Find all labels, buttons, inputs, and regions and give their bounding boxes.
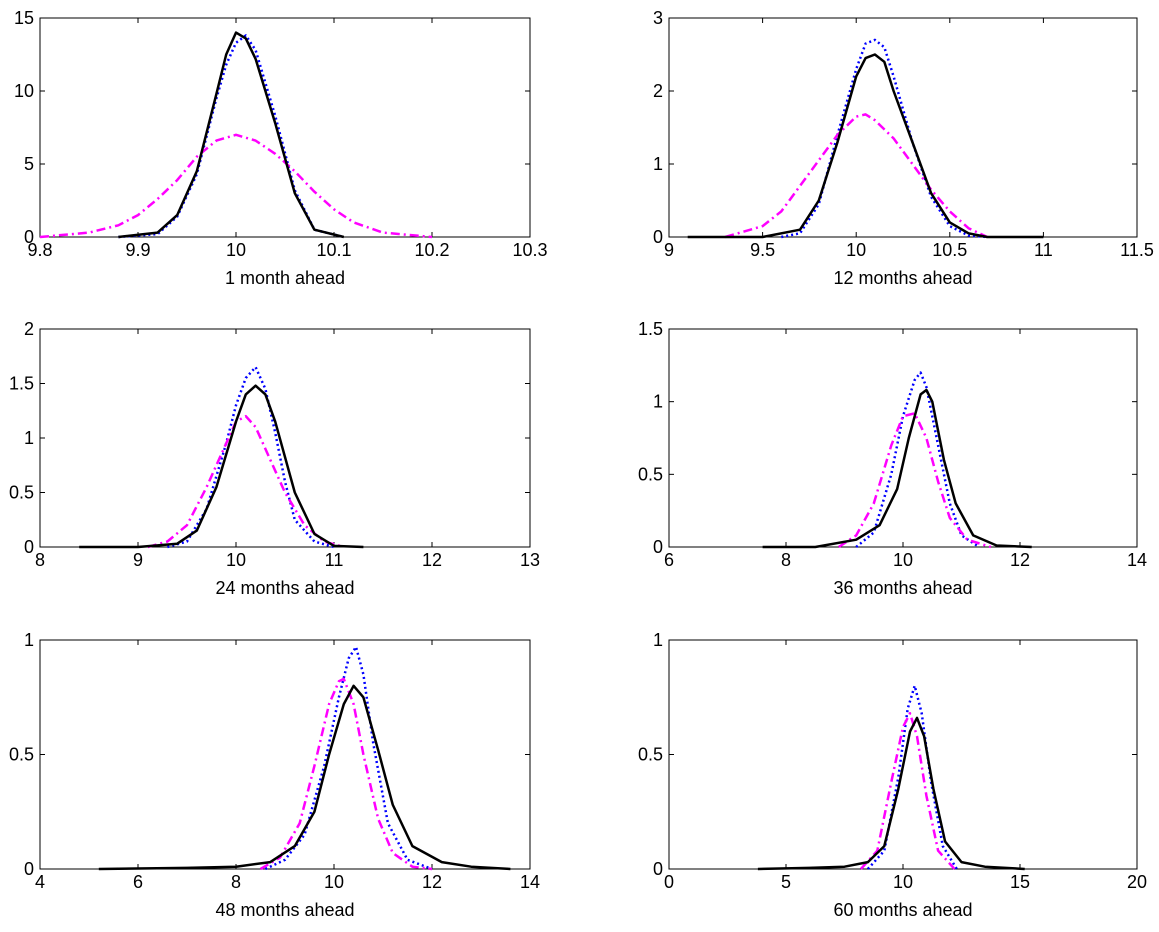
x-tick-label: 10 — [893, 872, 913, 892]
y-tick-label: 0 — [653, 227, 663, 247]
series-line-dashdot — [724, 113, 988, 239]
x-tick-label: 15 — [1010, 872, 1030, 892]
y-tick-label: 15 — [14, 8, 34, 28]
y-tick-label: 0.5 — [638, 745, 663, 765]
x-tick-label: 10 — [893, 550, 913, 570]
x-tick-label: 10.5 — [932, 240, 967, 260]
y-tick-label: 0 — [24, 227, 34, 247]
y-tick-label: 1.5 — [638, 319, 663, 339]
subplot-5: 4 6 8 10 12 14 0 0.5 1 48 months ahead — [9, 630, 540, 920]
x-tick-label: 11 — [1034, 240, 1053, 260]
axes-box — [39, 328, 531, 548]
x-axis-label: 36 months ahead — [833, 578, 972, 598]
x-tick-label: 6 — [664, 550, 674, 570]
series-line-dashdot — [859, 712, 956, 870]
y-tick-label: 0 — [653, 859, 663, 879]
series-line-solid — [118, 31, 345, 239]
x-tick-label: 12 — [422, 872, 442, 892]
x-tick-label: 8 — [35, 550, 45, 570]
x-axis-label: 12 months ahead — [833, 268, 972, 288]
series-line-solid — [762, 388, 1032, 549]
x-tick-label: 6 — [133, 872, 143, 892]
x-tick-label: 9.9 — [125, 240, 150, 260]
x-tick-label: 10 — [324, 872, 344, 892]
x-tick-label: 9 — [664, 240, 674, 260]
y-tick-label: 0.5 — [638, 464, 663, 484]
x-axis-label: 1 month ahead — [225, 268, 345, 288]
x-tick-label: 20 — [1127, 872, 1147, 892]
y-tick-label: 0 — [653, 537, 663, 557]
x-axis-label: 60 months ahead — [833, 900, 972, 920]
y-tick-label: 1 — [24, 630, 34, 650]
series-line-dotted — [264, 645, 433, 871]
y-tick-label: 10 — [14, 81, 34, 101]
axes-box — [39, 17, 531, 238]
series-line-dashdot — [39, 133, 433, 239]
y-tick-label: 3 — [653, 8, 663, 28]
series-line-dashdot — [147, 414, 345, 549]
x-tick-label: 8 — [231, 872, 241, 892]
y-tick-label: 1 — [24, 428, 34, 448]
x-tick-label: 0 — [664, 872, 674, 892]
axes-box — [39, 639, 531, 870]
x-tick-label: 10.3 — [512, 240, 547, 260]
y-tick-label: 2 — [24, 319, 34, 339]
y-tick-label: 1 — [653, 630, 663, 650]
y-tick-label: 0.5 — [9, 745, 34, 765]
x-tick-label: 14 — [1127, 550, 1147, 570]
x-tick-label: 12 — [422, 550, 442, 570]
x-tick-label: 9.5 — [750, 240, 775, 260]
series-line-dashdot — [838, 412, 992, 549]
x-tick-label: 12 — [1010, 550, 1030, 570]
series-line-solid — [687, 53, 1044, 239]
x-tick-label: 5 — [781, 872, 791, 892]
subplot-2: 9 9.5 10 10.5 11 11.5 0 1 2 3 12 months ahead — [653, 8, 1154, 288]
axes-box — [668, 639, 1138, 870]
x-tick-label: 13 — [520, 550, 540, 570]
x-tick-label: 10.2 — [414, 240, 449, 260]
x-tick-label: 11.5 — [1120, 240, 1154, 260]
axes-box — [668, 328, 1138, 548]
subplot-6: 0 5 10 15 20 0 0.5 1 60 months ahead — [638, 630, 1147, 920]
series-line-solid — [79, 384, 364, 549]
x-tick-label: 11 — [325, 550, 344, 570]
subplot-3: 8 9 10 11 12 13 0 0.5 1 1.5 2 24 months ahead — [9, 319, 540, 598]
axes-box — [668, 17, 1138, 238]
series-line-dotted — [855, 371, 980, 549]
y-tick-label: 5 — [24, 154, 34, 174]
x-tick-label: 10 — [846, 240, 866, 260]
y-tick-label: 2 — [653, 81, 663, 101]
x-tick-label: 10 — [226, 550, 246, 570]
x-axis-label: 24 months ahead — [215, 578, 354, 598]
x-tick-label: 10.1 — [316, 240, 351, 260]
x-tick-label: 4 — [35, 872, 45, 892]
series-line-solid — [98, 684, 511, 871]
y-tick-label: 0 — [24, 859, 34, 879]
x-tick-label: 9 — [133, 550, 143, 570]
y-tick-label: 1.5 — [9, 374, 34, 394]
y-tick-label: 0 — [24, 537, 34, 557]
series-line-solid — [757, 716, 1025, 871]
x-tick-label: 9.8 — [27, 240, 52, 260]
subplot-1: 9.8 9.9 10 10.1 10.2 10.3 0 5 10 15 1 month ahead — [14, 8, 548, 288]
series-line-dashdot — [259, 677, 433, 871]
x-axis-label: 48 months ahead — [215, 900, 354, 920]
x-tick-label: 10 — [226, 240, 246, 260]
subplot-4: 6 8 10 12 14 0 0.5 1 1.5 36 months ahead — [638, 319, 1147, 598]
x-tick-label: 8 — [781, 550, 791, 570]
y-tick-label: 1 — [653, 392, 663, 412]
y-tick-label: 1 — [653, 154, 663, 174]
x-tick-label: 14 — [520, 872, 540, 892]
y-tick-label: 0.5 — [9, 483, 34, 503]
